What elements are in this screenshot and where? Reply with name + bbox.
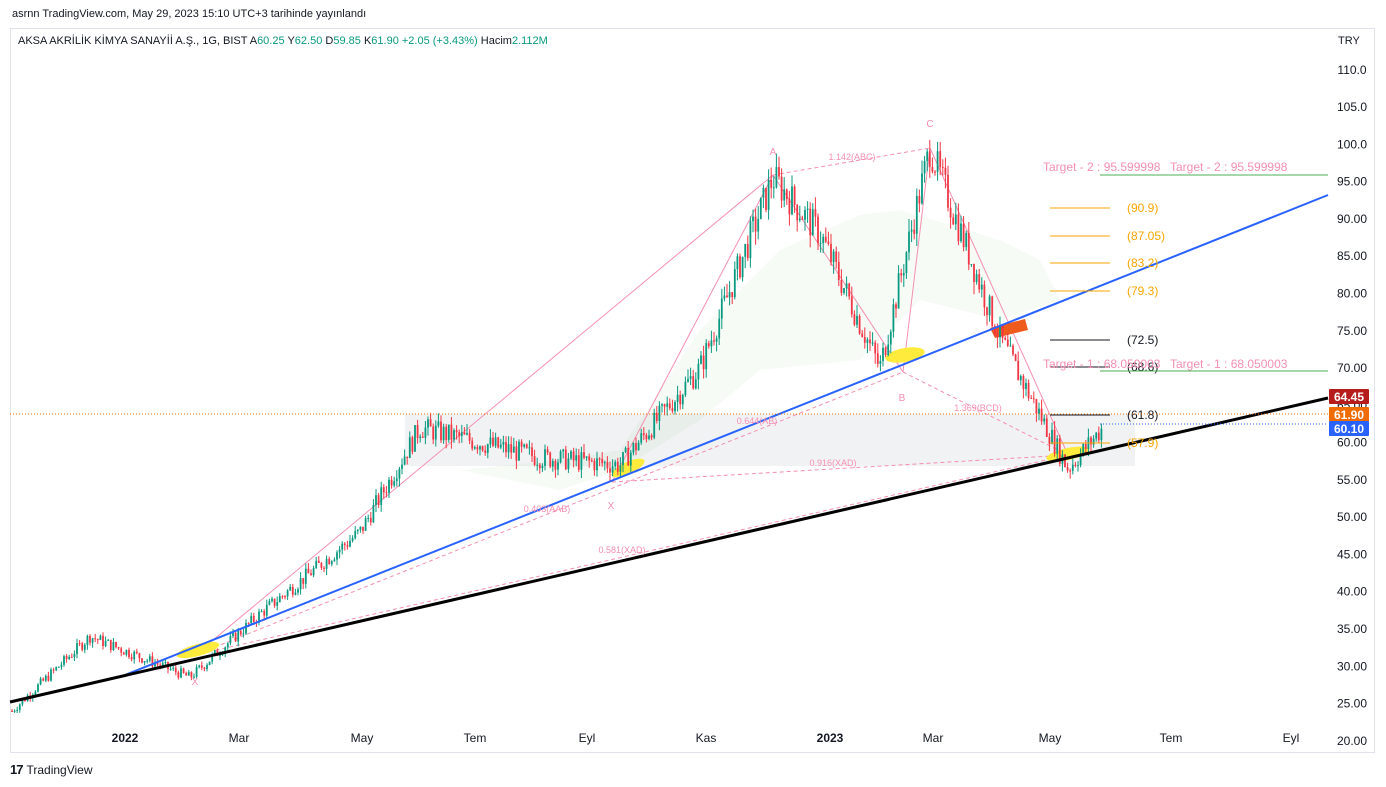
low-label: D xyxy=(325,35,334,47)
volume-label: Hacim xyxy=(480,35,512,47)
currency-label: TRY xyxy=(1338,35,1360,47)
chart-frame[interactable] xyxy=(10,28,1375,753)
volume-value: 2.112M xyxy=(511,35,548,47)
close-value: 61.90 xyxy=(371,35,399,47)
change-value: +2.05 (+3.43%) xyxy=(401,35,478,47)
tradingview-name: TradingView xyxy=(26,762,93,777)
close-label: K xyxy=(363,35,372,47)
high-label: Y xyxy=(287,35,295,47)
tradingview-brand[interactable]: 17 TradingView xyxy=(10,762,93,777)
symbol-legend: AKSA AKRİLİK KİMYA SANAYİİ A.Ş., 1G, BIS… xyxy=(18,35,548,47)
symbol-name: AKSA AKRİLİK KİMYA SANAYİİ A.Ş., 1G, BIS… xyxy=(18,35,248,47)
open-label: A xyxy=(249,35,258,47)
tradingview-logo-icon: 17 xyxy=(10,762,24,777)
low-value: 59.85 xyxy=(333,35,361,47)
open-value: 60.25 xyxy=(257,35,285,47)
high-value: 62.50 xyxy=(294,35,323,47)
published-line: asrnn TradingView.com, May 29, 2023 15:1… xyxy=(12,8,367,20)
